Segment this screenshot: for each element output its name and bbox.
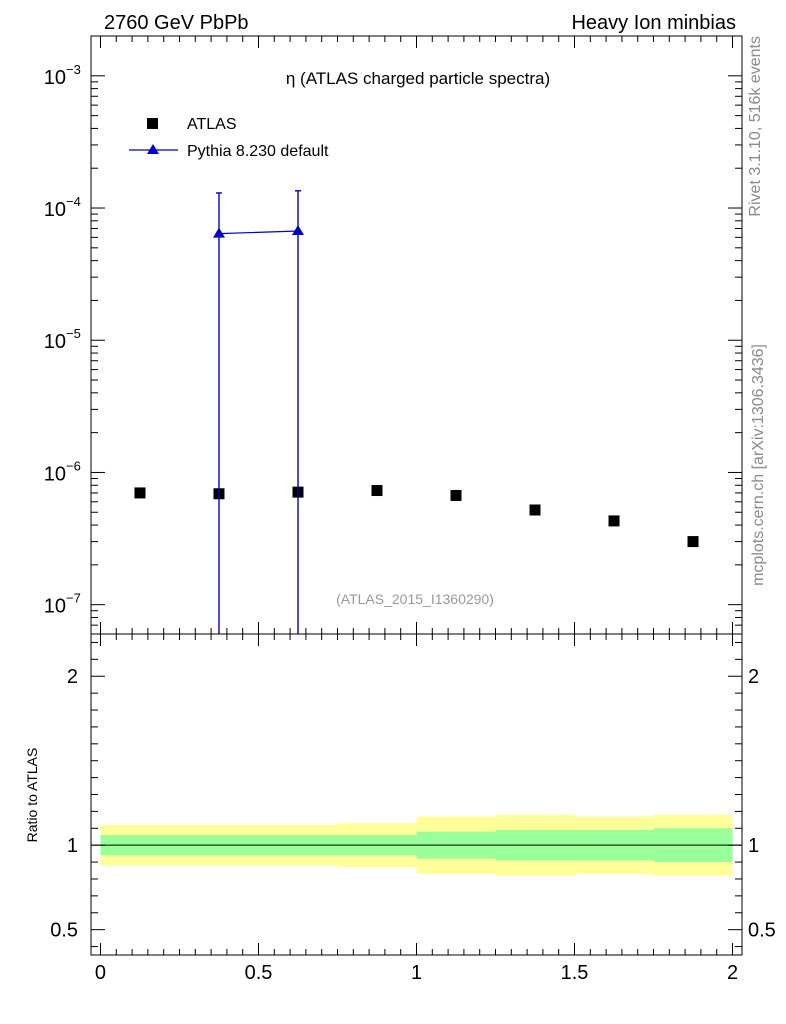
x-tick-label: 0	[95, 962, 106, 984]
analysis-label: (ATLAS_2015_I1360290)	[336, 591, 494, 607]
legend-pythia-marker	[147, 144, 159, 154]
ratio-y-tick-label-right: 0.5	[748, 920, 776, 942]
y-tick-exponent: −5	[66, 326, 81, 341]
pythia-data-point	[212, 227, 225, 238]
y-tick-exponent: −7	[66, 591, 81, 606]
x-tick-label: 0.5	[245, 962, 273, 984]
ratio-axis-ticks: 0 0.5 1 1.5 2 0.5 0.5 1 1 2 2	[50, 634, 776, 984]
ratio-y-axis-label: Ratio to ATLAS	[24, 748, 40, 843]
y-tick-label: 10	[44, 463, 66, 485]
atlas-data-point	[450, 489, 462, 501]
rivet-version-label: Rivet 3.1.10, 516k events	[747, 36, 764, 217]
header-right: Heavy Ion minbias	[571, 12, 736, 34]
main-panel: 10−710−610−510−410−3 η (ATLAS charged pa…	[44, 35, 743, 635]
x-tick-label: 2	[727, 962, 738, 984]
y-tick-label: 10	[44, 199, 66, 221]
legend: ATLAS Pythia 8.230 default	[129, 116, 329, 160]
ratio-y-tick-label: 1	[67, 835, 78, 857]
y-tick-exponent: −6	[66, 458, 81, 473]
x-tick-label: 1	[411, 962, 422, 984]
atlas-data-point	[529, 504, 541, 516]
y-tick-label: 10	[44, 67, 66, 89]
pythia-data-point	[291, 225, 304, 236]
atlas-data-point	[608, 515, 620, 527]
y-tick-exponent: −3	[66, 62, 81, 77]
legend-pythia-label: Pythia 8.230 default	[187, 143, 329, 160]
mcplots-label: mcplots.cern.ch [arXiv:1306.3436]	[750, 344, 767, 586]
main-series	[134, 190, 699, 634]
ratio-y-tick-label-right: 2	[748, 666, 759, 688]
legend-atlas-label: ATLAS	[187, 116, 237, 133]
pythia-line	[218, 230, 299, 235]
atlas-data-point	[371, 485, 383, 497]
atlas-data-point	[134, 487, 146, 499]
main-plot-frame	[90, 35, 743, 635]
y-tick-exponent: −4	[66, 194, 81, 209]
main-title: η (ATLAS charged particle spectra)	[286, 69, 550, 88]
header-left: 2760 GeV PbPb	[104, 12, 249, 34]
y-tick-label: 10	[44, 596, 66, 618]
legend-atlas-marker	[147, 118, 158, 129]
ratio-plot-frame	[90, 633, 743, 956]
atlas-data-point	[687, 536, 699, 548]
main-axis-ticks: 10−710−610−510−410−3	[44, 35, 742, 635]
ratio-y-tick-label: 2	[67, 666, 78, 688]
ratio-y-tick-label: 0.5	[50, 920, 78, 942]
ratio-y-tick-label-right: 1	[748, 835, 759, 857]
ratio-panel: 0 0.5 1 1.5 2 0.5 0.5 1 1 2 2 Ratio to ATLAS	[24, 633, 776, 984]
x-tick-label: 1.5	[561, 962, 589, 984]
y-tick-label: 10	[44, 331, 66, 353]
